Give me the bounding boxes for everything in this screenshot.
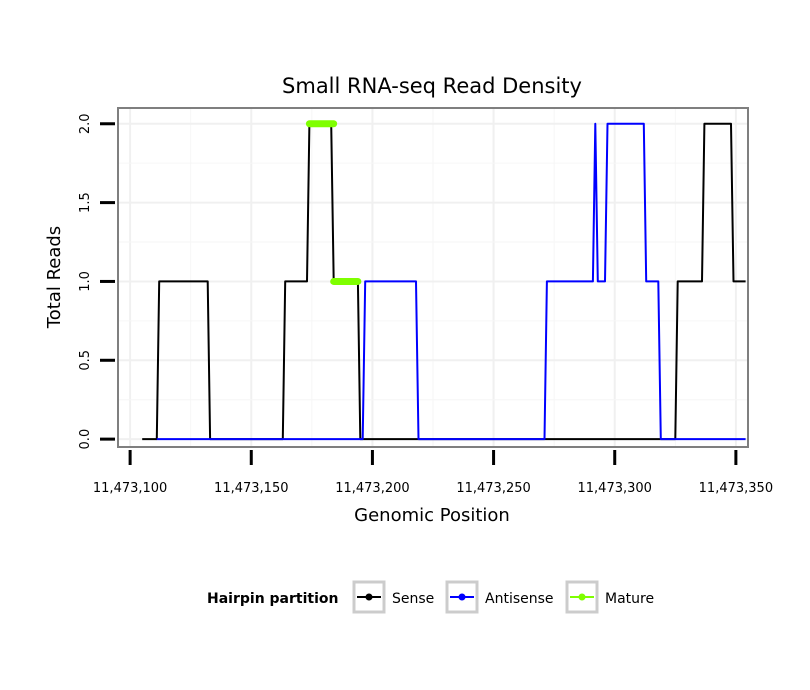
y-tick-label: 1.0 [78,271,93,292]
legend-key-point [578,593,586,601]
legend-label: Sense [392,591,434,607]
legend-label: Antisense [485,591,554,607]
legend-title: Hairpin partition [207,591,338,607]
legend-label: Mature [605,591,654,607]
y-tick-label: 0.0 [78,429,93,450]
series-layer [142,120,746,441]
legend-key-point [365,593,373,601]
x-tick-label: 11,473,150 [214,481,288,496]
plot-border [117,107,749,448]
x-axis-title: Genomic Position [354,505,510,526]
legend: Hairpin partition Sense Antisense Mature [207,580,654,614]
legend-item-mature: Mature [565,580,654,614]
x-tick-label: 11,473,100 [93,481,167,496]
series-line-antisense [156,122,746,441]
legend-item-antisense: Antisense [445,580,554,614]
y-tick-label: 1.5 [78,192,93,213]
x-tick-label: 11,473,250 [456,481,530,496]
chart-title: Small RNA-seq Read Density [282,74,582,98]
y-axis-title: Total Reads [44,226,65,329]
series-line-sense [142,122,746,441]
x-tick-label: 11,473,350 [699,481,773,496]
x-axis: 11,473,100 11,473,150 11,473,200 11,473,250… [93,450,773,496]
y-tick-label: 0.5 [78,350,93,371]
legend-item-sense: Sense [352,580,434,614]
y-tick-label: 2.0 [78,113,93,134]
legend-key-point [458,593,466,601]
x-tick-label: 11,473,300 [578,481,652,496]
x-tick-label: 11,473,200 [335,481,409,496]
y-axis: 0.0 0.5 1.0 1.5 2.0 [78,113,115,449]
